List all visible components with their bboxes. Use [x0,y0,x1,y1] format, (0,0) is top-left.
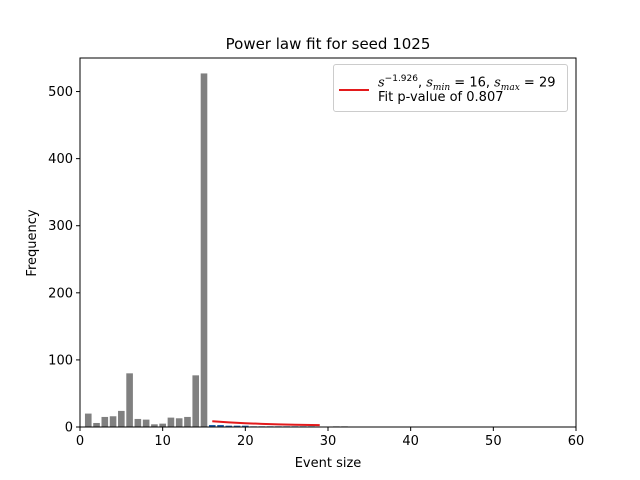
bar-9 [151,424,158,427]
y-tick-label-300: 300 [48,219,73,234]
x-tick-label-40: 40 [402,434,419,449]
bar-5 [118,410,125,427]
legend-smin-value: 16 [469,75,486,91]
x-tick-label-20: 20 [237,434,254,449]
bar-10 [159,423,166,427]
legend-smin-symbol: s [426,75,433,91]
x-ticks: 0 10 20 30 40 50 60 [76,427,584,449]
y-tick-label-400: 400 [48,152,73,167]
bar-18 [225,425,233,427]
bar-16 [208,424,216,427]
y-tick-label-0: 0 [65,421,73,436]
y-tick-label-200: 200 [48,286,73,301]
legend: s−1.926, smin = 16, smax = 29 Fit p-valu… [333,64,568,112]
y-tick-label-100: 100 [48,353,73,368]
bar-20 [242,425,249,427]
legend-exponent: −1.926 [384,74,418,84]
legend-smin-sub: min [432,82,451,93]
bar-13 [184,416,191,427]
fit-line [212,420,320,427]
y-axis-label: Frequency [25,209,40,276]
legend-smax-value: 29 [538,75,556,91]
legend-s-symbol: s [378,75,385,91]
legend-smax-sub: max [500,82,520,93]
bar-1 [84,413,92,427]
bar-7 [134,418,142,427]
bar-14 [192,375,200,427]
bar-4 [109,416,117,427]
legend-fit-swatch [339,89,369,91]
legend-fit-label: s−1.926, smin = 16, smax = 29 [378,74,556,93]
bar-8 [142,419,150,427]
x-tick-label-0: 0 [76,434,84,449]
x-tick-label-30: 30 [320,434,337,449]
bar-6 [126,373,133,427]
bars-layer [84,73,348,427]
legend-smax-symbol: s [494,75,501,91]
chart-title: Power law fit for seed 1025 [226,35,431,53]
x-tick-label-60: 60 [568,434,585,449]
y-tick-label-500: 500 [48,85,73,100]
bar-15 [200,73,208,427]
legend-pvalue: Fit p-value of 0.807 [378,90,504,105]
x-axis-label: Event size [295,456,362,471]
bar-2 [93,422,100,427]
x-tick-label-50: 50 [485,434,502,449]
axes-frame [79,57,577,428]
y-ticks: 0 100 200 300 400 500 [48,85,80,436]
bar-17 [217,424,224,427]
bar-3 [101,416,109,427]
bar-19 [233,425,241,427]
bar-11 [167,417,175,427]
fit-layer [212,420,320,427]
x-tick-label-10: 10 [154,434,171,449]
bar-12 [175,418,183,427]
